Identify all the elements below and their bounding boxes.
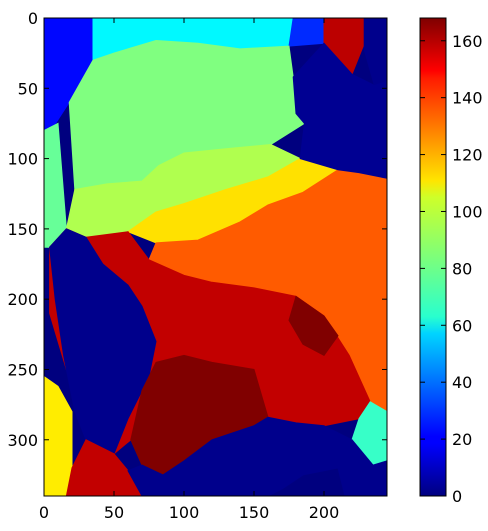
colorbar-tick-label: 120 [452,146,483,165]
colorbar-tick-label: 60 [452,316,472,335]
region-dark-red-right [288,295,339,357]
region-bottom-navy [127,416,353,496]
colorbar-tick-label: 20 [452,430,472,449]
x-tick-label: 200 [309,503,340,522]
heatmap-plot-area [43,17,388,497]
y-tick-label: 250 [7,360,38,379]
region-bottom-right-navy [337,438,387,496]
colorbar-tick-label: 80 [452,259,472,278]
y-tick-label: 150 [7,220,38,239]
y-tick-label: 0 [28,9,38,28]
heatmap-regions [44,18,387,496]
y-tick-label: 300 [7,431,38,450]
x-axis-ticks: 0 50 100 150 200 [39,18,339,522]
colorbar-tick-label: 160 [452,32,483,51]
x-tick-label: 0 [39,503,49,522]
colorbar-tick-label: 40 [452,373,472,392]
colorbar: 0 20 40 60 80 100 120 140 160 [419,17,483,506]
y-tick-label: 50 [18,79,38,98]
x-tick-label: 150 [239,503,270,522]
colorbar-tick-label: 0 [452,487,462,506]
colorbar-tick-label: 100 [452,202,483,221]
colorbar-ticks: 0 20 40 60 80 100 120 140 160 [420,32,483,506]
region-dark-blue-upper-right [292,42,387,179]
y-tick-label: 200 [7,290,38,309]
y-axis-ticks: 0 50 100 150 200 250 300 [7,9,387,450]
x-tick-label: 100 [169,503,200,522]
x-tick-label: 50 [104,503,124,522]
y-tick-label: 100 [7,150,38,169]
colorbar-gradient [419,17,447,497]
plot-frame [43,17,388,497]
colorbar-tick-label: 140 [452,89,483,108]
